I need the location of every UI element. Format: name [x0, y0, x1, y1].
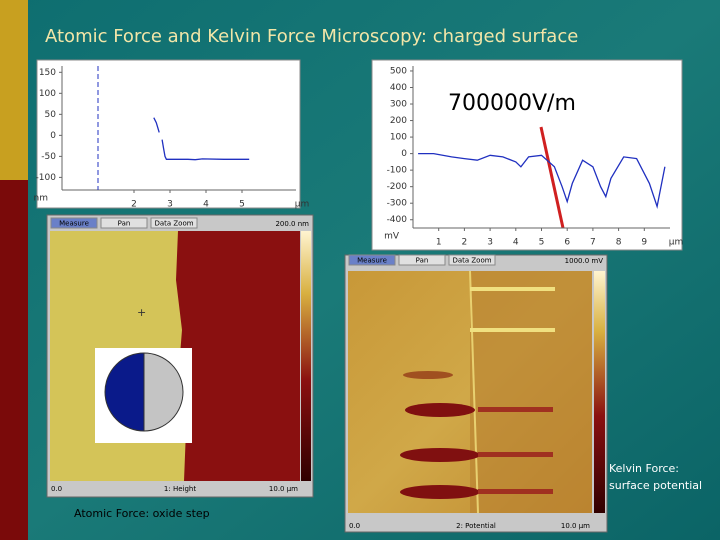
scale-label: 200.0 nm — [275, 220, 309, 228]
y-tick-label: -200 — [387, 182, 408, 192]
y-tick-label: 150 — [39, 68, 56, 78]
caption: Kelvin Force: surface potential — [609, 462, 703, 492]
caption-text: Kelvin Force: surface potential — [609, 462, 703, 492]
x-unit: µm — [669, 238, 684, 248]
channel-label: 1: Height — [164, 485, 196, 493]
x-tick-label: 2 — [462, 238, 468, 248]
x-tick-label: 3 — [487, 238, 493, 248]
y-tick-label: 100 — [390, 133, 407, 143]
kfm-image — [344, 254, 608, 533]
title: Atomic Force and Kelvin Force Microscopy… — [45, 26, 578, 47]
y-tick-label: -100 — [36, 173, 57, 183]
toolbar-button[interactable] — [398, 254, 446, 266]
toolbar-button[interactable] — [50, 217, 98, 229]
x-tick-label: 2 — [131, 200, 137, 210]
toolbar-label[interactable]: Data Zoom — [452, 257, 491, 265]
x-tick-label: 5 — [539, 238, 545, 248]
profile-line — [418, 152, 666, 210]
afm-image: + — [46, 214, 314, 498]
y-tick-label: -100 — [387, 166, 408, 176]
x-tick-label: 4 — [513, 238, 519, 248]
x-tick-label: 9 — [641, 238, 647, 248]
toolbar-label[interactable]: Pan — [416, 257, 429, 265]
x-tick-label: 1 — [436, 238, 442, 248]
toolbar-button[interactable] — [448, 254, 496, 266]
y-tick-label: 300 — [390, 100, 407, 110]
toolbar-label[interactable]: Pan — [118, 220, 131, 228]
x-tick-label: 3 — [167, 200, 173, 210]
scale-label: 1000.0 mV — [565, 257, 604, 265]
axis-start: 0.0 — [51, 485, 62, 493]
toolbar-label[interactable]: Measure — [59, 220, 89, 228]
y-tick-label: 500 — [390, 66, 407, 76]
plot-frame — [36, 59, 301, 209]
channel-label: 2: Potential — [456, 522, 496, 530]
y-unit: nm — [34, 194, 48, 204]
svg-text:+: + — [137, 306, 146, 319]
toolbar-button[interactable] — [100, 217, 148, 229]
accent-bar — [0, 0, 28, 180]
y-unit: mV — [384, 232, 400, 242]
x-tick-label: 7 — [590, 238, 596, 248]
x-unit: µm — [295, 200, 310, 210]
x-tick-label: 4 — [203, 200, 209, 210]
y-tick-label: 0 — [401, 149, 407, 159]
y-tick-label: 400 — [390, 83, 407, 93]
annotation-arrow — [539, 126, 565, 229]
y-tick-label: -50 — [41, 152, 56, 162]
x-tick-label: 8 — [616, 238, 622, 248]
accent-bar — [0, 180, 28, 540]
axis-end: 10.0 µm — [561, 522, 590, 530]
plot-frame — [371, 59, 683, 251]
caption: Atomic Force: oxide step — [74, 507, 210, 520]
toolbar-label[interactable]: Measure — [357, 257, 387, 265]
toolbar-button[interactable] — [150, 217, 198, 229]
y-tick-label: -400 — [387, 215, 408, 225]
toolbar-button[interactable] — [348, 254, 396, 266]
axis-start: 0.0 — [349, 522, 360, 530]
y-tick-label: 100 — [39, 89, 56, 99]
toolbar-label[interactable]: Data Zoom — [154, 220, 193, 228]
axis-end: 10.0 µm — [269, 485, 298, 493]
profile-line — [153, 117, 250, 161]
y-tick-label: 200 — [390, 116, 407, 126]
x-tick-label: 6 — [564, 238, 570, 248]
annotation: 700000V/m — [448, 91, 576, 116]
x-tick-label: 5 — [239, 200, 245, 210]
y-tick-label: 50 — [45, 110, 57, 120]
y-tick-label: -300 — [387, 199, 408, 209]
y-tick-label: 0 — [50, 131, 56, 141]
